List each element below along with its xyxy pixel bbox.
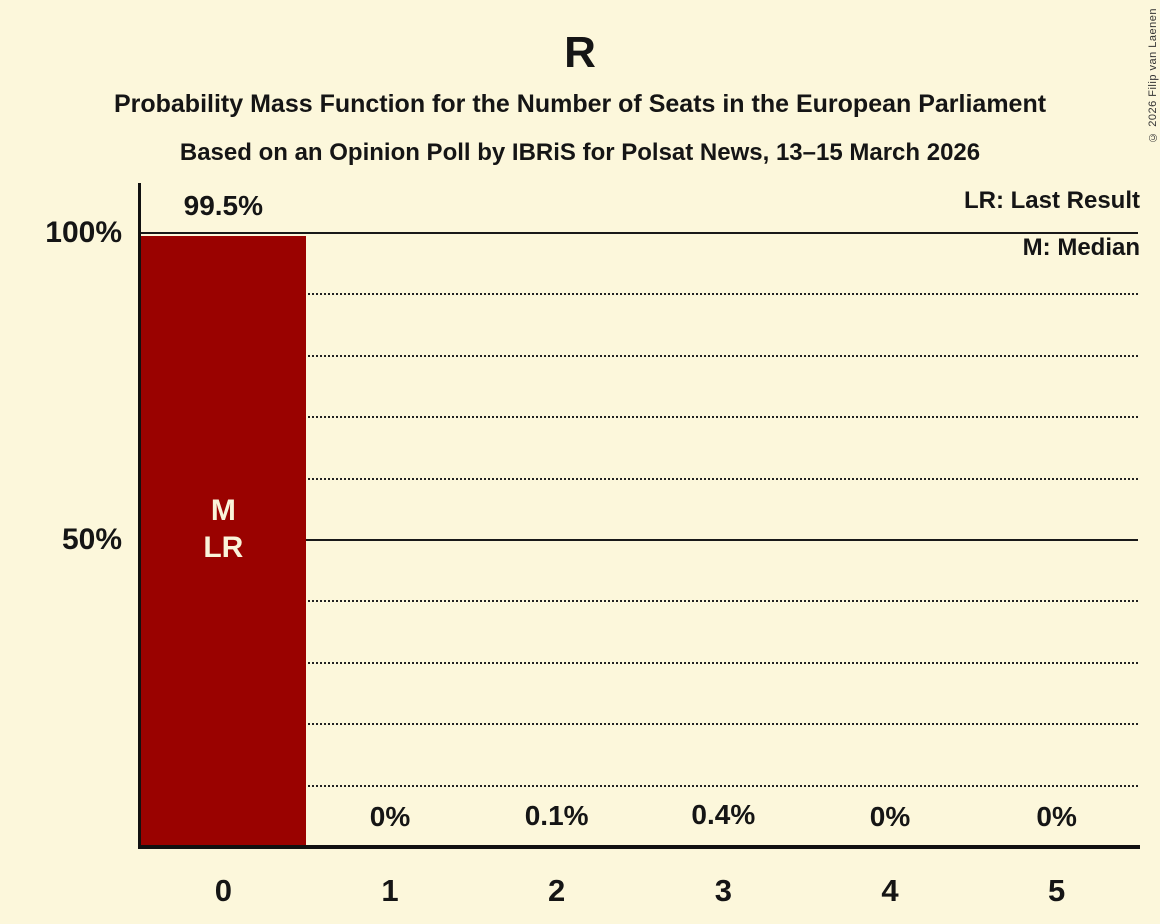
x-axis-label-2: 2 (548, 873, 566, 908)
gridline-dotted-30 (141, 661, 1138, 664)
gridline-dotted-80 (141, 354, 1138, 357)
x-axis-label-4: 4 (881, 873, 899, 908)
y-axis-line (138, 183, 141, 847)
bar-seats-0 (141, 236, 306, 847)
chart-subtitle: Probability Mass Function for the Number… (113, 90, 1047, 118)
gridline-dotted-90 (141, 293, 1138, 296)
value-label-seats-0: 99.5% (183, 190, 264, 222)
value-label-seats-5: 0% (1036, 801, 1077, 832)
gridline-dotted-40 (141, 600, 1138, 603)
y-axis-label-50: 50% (61, 523, 122, 556)
gridline-dotted-60 (141, 477, 1138, 480)
value-label-seats-4: 0% (869, 801, 911, 832)
y-axis-label-100: 100% (45, 216, 122, 249)
value-label-seats-3: 0.4% (691, 798, 756, 830)
bar-annotation-line: LR (203, 531, 244, 564)
gridline-dotted-20 (141, 723, 1138, 726)
chart-source-subtitle: Based on an Opinion Poll by IBRiS for Po… (179, 139, 981, 166)
gridline-dotted-10 (141, 784, 1138, 787)
value-label-seats-2: 0.1% (524, 800, 589, 832)
x-axis-label-3: 3 (714, 873, 732, 908)
x-axis-label-5: 5 (1048, 873, 1066, 908)
x-axis-line (138, 845, 1140, 849)
chart-title: R (564, 28, 596, 77)
legend-median-label: M: Median (1022, 234, 1140, 261)
x-axis-label-1: 1 (381, 873, 399, 908)
gridline-solid-50 (140, 539, 1138, 541)
bar-annotation-line: M (210, 494, 236, 527)
gridline-dotted-70 (141, 416, 1138, 419)
copyright-notice: © 2026 Filip van Laenen (1147, 8, 1159, 143)
bar-annotation-median-last-result: M LR (140, 492, 307, 566)
value-label-seats-1: 0% (369, 801, 411, 832)
gridline-solid-100 (140, 232, 1138, 234)
x-axis-label-0: 0 (214, 873, 232, 908)
legend-last-result-label: LR: Last Result (963, 187, 1140, 214)
